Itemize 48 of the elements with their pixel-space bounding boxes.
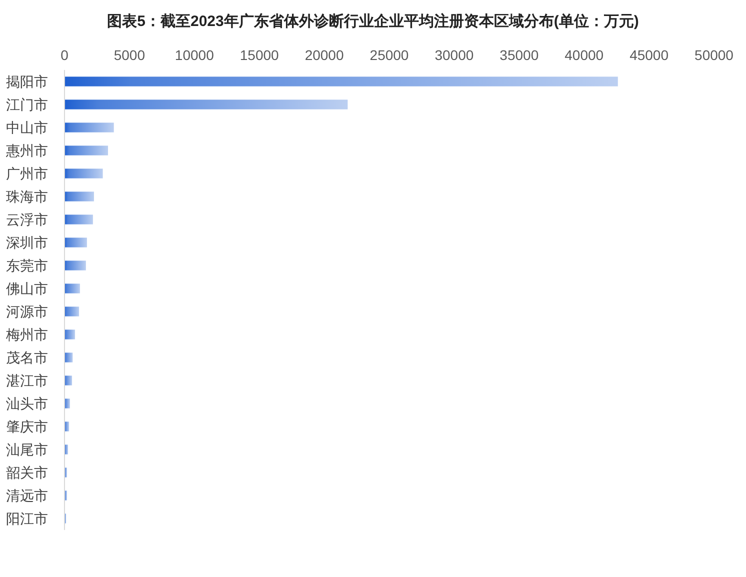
y-tick-label: 湛江市 — [6, 372, 48, 388]
bar — [64, 352, 73, 362]
bar — [64, 168, 103, 178]
x-tick-label: 10000 — [174, 47, 214, 63]
x-tick-label: 0 — [60, 47, 69, 63]
x-tick-label: 45000 — [630, 47, 669, 63]
y-tick-label: 揭阳市 — [6, 74, 48, 90]
bar — [64, 122, 114, 132]
y-tick-label: 佛山市 — [6, 280, 48, 296]
bar — [64, 146, 108, 156]
x-tick-label: 35000 — [500, 47, 539, 63]
y-tick-label: 清远市 — [6, 488, 48, 504]
y-tick-label: 中山市 — [6, 120, 48, 136]
bar — [64, 100, 348, 110]
y-tick-label: 云浮市 — [6, 212, 48, 228]
x-tick-label: 5000 — [114, 47, 146, 63]
y-tick-label: 广州市 — [6, 166, 48, 182]
bar — [64, 238, 87, 248]
bar — [64, 306, 80, 316]
x-tick-label: 40000 — [564, 47, 604, 63]
bar — [64, 422, 70, 432]
y-tick-label: 阳江市 — [6, 510, 48, 526]
x-tick-label: 30000 — [434, 47, 474, 63]
bar — [64, 376, 72, 386]
bar — [64, 398, 70, 408]
bar — [64, 284, 80, 294]
chart-title: 图表5：截至2023年广东省体外诊断行业企业平均注册资本区域分布(单位：万元) — [107, 12, 639, 30]
y-tick-label: 茂名市 — [6, 350, 48, 366]
y-tick-label: 惠州市 — [5, 142, 48, 158]
x-tick-label: 25000 — [370, 47, 409, 63]
y-tick-label: 河源市 — [6, 304, 48, 320]
y-tick-label: 珠海市 — [6, 188, 48, 204]
bar — [64, 260, 86, 270]
y-tick-label: 梅州市 — [5, 326, 48, 342]
y-tick-label: 深圳市 — [6, 234, 48, 250]
bar — [64, 192, 94, 202]
y-tick-label: 汕尾市 — [6, 442, 48, 458]
x-tick-label: 15000 — [240, 47, 280, 63]
y-tick-label: 韶关市 — [6, 464, 48, 480]
y-tick-label: 汕头市 — [6, 396, 48, 412]
y-tick-label: 东莞市 — [6, 258, 48, 274]
bar — [64, 330, 76, 340]
bar — [64, 76, 618, 86]
x-tick-label: 20000 — [304, 47, 344, 63]
y-tick-label: 肇庆市 — [6, 418, 48, 434]
y-tick-label: 江门市 — [6, 96, 48, 112]
x-tick-label: 50000 — [694, 47, 734, 63]
bar — [64, 214, 93, 224]
